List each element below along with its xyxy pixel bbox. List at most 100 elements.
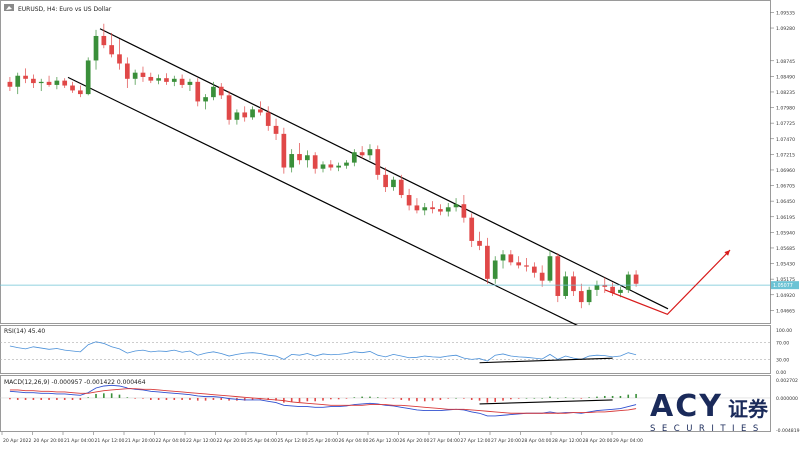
macd-histogram-bar <box>603 395 606 398</box>
macd-histogram-bar <box>9 397 11 400</box>
candle-body <box>156 78 161 81</box>
candle-body <box>563 276 568 296</box>
candle-body <box>304 155 310 161</box>
price-tick-label: 1.09535 <box>776 10 795 16</box>
candle-body <box>195 81 201 102</box>
time-tick-label: 21 Apr 04:00 <box>64 438 94 444</box>
projection-arrow <box>604 249 731 316</box>
macd-histogram-bar <box>502 397 504 401</box>
macd-histogram-bar <box>290 397 293 402</box>
macd-pane <box>0 375 771 432</box>
time-tick-label: 22 Apr 12:00 <box>186 438 216 444</box>
macd-histogram-bar <box>126 397 129 398</box>
candle-body <box>140 72 146 77</box>
macd-histogram-bar <box>40 397 43 400</box>
rsi-tick-label: 0.00 <box>776 370 786 376</box>
candle-body <box>281 133 287 168</box>
brand-logo-text: ACY <box>650 389 723 424</box>
projection-arrowhead <box>724 250 731 256</box>
brand-logo: ACY 证券 SECURITIES <box>650 389 769 434</box>
candle-body <box>375 149 381 175</box>
candle-body <box>78 90 83 95</box>
price-tick-label: 1.08235 <box>776 90 795 96</box>
candle-body <box>15 75 21 87</box>
macd-histogram-bar <box>635 393 637 398</box>
price-tick-label: 1.05430 <box>776 262 795 268</box>
candle-body <box>453 204 459 208</box>
candle-body <box>383 174 388 188</box>
macd-histogram-bar <box>517 397 520 399</box>
candle-body <box>578 291 584 303</box>
candle-body <box>524 265 529 267</box>
candle-body <box>211 86 216 98</box>
macd-histogram-bar <box>455 397 457 399</box>
candle-body <box>320 164 326 169</box>
time-tick-label: 27 Apr 12:00 <box>461 438 491 444</box>
candle-body <box>516 262 522 266</box>
macd-histogram-bar <box>251 397 254 400</box>
time-tick-label: 26 Apr 20:00 <box>400 438 430 444</box>
macd-histogram-bar <box>71 397 74 400</box>
rsi-title: RSI(14) 45.40 <box>4 328 45 335</box>
candle-body <box>539 272 545 281</box>
macd-histogram-bar <box>16 397 19 400</box>
candle-body <box>226 95 232 120</box>
macd-histogram-bar <box>79 397 82 400</box>
candle-body <box>7 81 13 87</box>
candle-body <box>62 80 68 86</box>
macd-histogram-bar <box>314 397 316 402</box>
macd-histogram-bar <box>32 397 35 400</box>
time-tick-label: 22 Apr 20:00 <box>217 438 247 444</box>
price-tick-label: 1.07215 <box>776 152 795 158</box>
macd-histogram-bar <box>220 397 223 400</box>
macd-histogram-bar <box>24 397 27 400</box>
macd-histogram-bar <box>447 397 450 399</box>
candle-body <box>171 78 177 82</box>
channel-upper-line <box>99 28 669 310</box>
candle-body <box>430 207 435 210</box>
symbol-icon-mark <box>6 6 12 10</box>
time-tick-label: 25 Apr 12:00 <box>278 438 308 444</box>
price-axis: 1.09535 1.09280 1.08745 1.08490 1.08235 1.079… <box>770 10 795 314</box>
candle-body <box>132 72 138 79</box>
candle-body <box>265 112 271 126</box>
macd-histogram-bar <box>173 397 176 400</box>
macd-histogram-bar <box>369 396 371 398</box>
candle-body <box>46 81 52 85</box>
macd-histogram-bar <box>384 397 387 399</box>
macd-histogram-bar <box>322 397 324 401</box>
candle-body <box>312 155 318 169</box>
price-tick-label: 1.09280 <box>776 26 795 32</box>
macd-histogram-bar <box>533 397 536 399</box>
candle-body <box>586 289 592 303</box>
macd-histogram-bar <box>470 397 473 400</box>
candle-body <box>164 78 169 82</box>
macd-histogram-bar <box>157 397 160 400</box>
candle-body <box>461 204 467 218</box>
brand-logo-cn: 证券 <box>728 397 769 421</box>
time-tick-label: 22 Apr 04:00 <box>156 438 186 444</box>
candle-body <box>422 207 428 211</box>
time-tick-label: 21 Apr 20:00 <box>125 438 155 444</box>
rsi-tick-label: 70.00 <box>776 341 789 347</box>
macd-histogram-bar <box>134 397 136 399</box>
candle-body <box>101 35 107 46</box>
time-axis: 20 Apr 2022 20 Apr 20:00 21 Apr 04:00 21 Ap… <box>1 432 643 444</box>
candle-body <box>391 179 396 188</box>
time-tick-label: 25 Apr 20:00 <box>308 438 338 444</box>
candle-body <box>31 78 36 84</box>
macd-histogram-bar <box>416 397 418 402</box>
candle-body <box>625 274 631 290</box>
candle-body <box>218 86 224 96</box>
macd-histogram-bar <box>165 397 168 400</box>
candle-body <box>492 260 498 279</box>
macd-histogram-bar <box>494 397 496 402</box>
time-tick-label: 28 Apr 20:00 <box>583 438 613 444</box>
price-tick-label: 1.07980 <box>776 106 795 112</box>
macd-histogram-bar <box>196 397 199 401</box>
macd-histogram-bar <box>439 397 442 400</box>
macd-histogram-bar <box>572 397 575 399</box>
time-tick-label: 20 Apr 20:00 <box>34 438 64 444</box>
